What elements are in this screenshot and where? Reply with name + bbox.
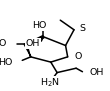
Text: HO: HO: [0, 58, 13, 67]
Text: H$_2$N: H$_2$N: [40, 77, 60, 89]
Polygon shape: [25, 36, 44, 44]
Text: S: S: [79, 24, 85, 32]
Text: OH: OH: [26, 39, 40, 48]
Text: HO: HO: [32, 21, 46, 30]
Polygon shape: [24, 43, 31, 57]
Text: HO: HO: [0, 39, 6, 48]
Text: O: O: [74, 52, 81, 61]
Text: OH: OH: [90, 68, 104, 77]
